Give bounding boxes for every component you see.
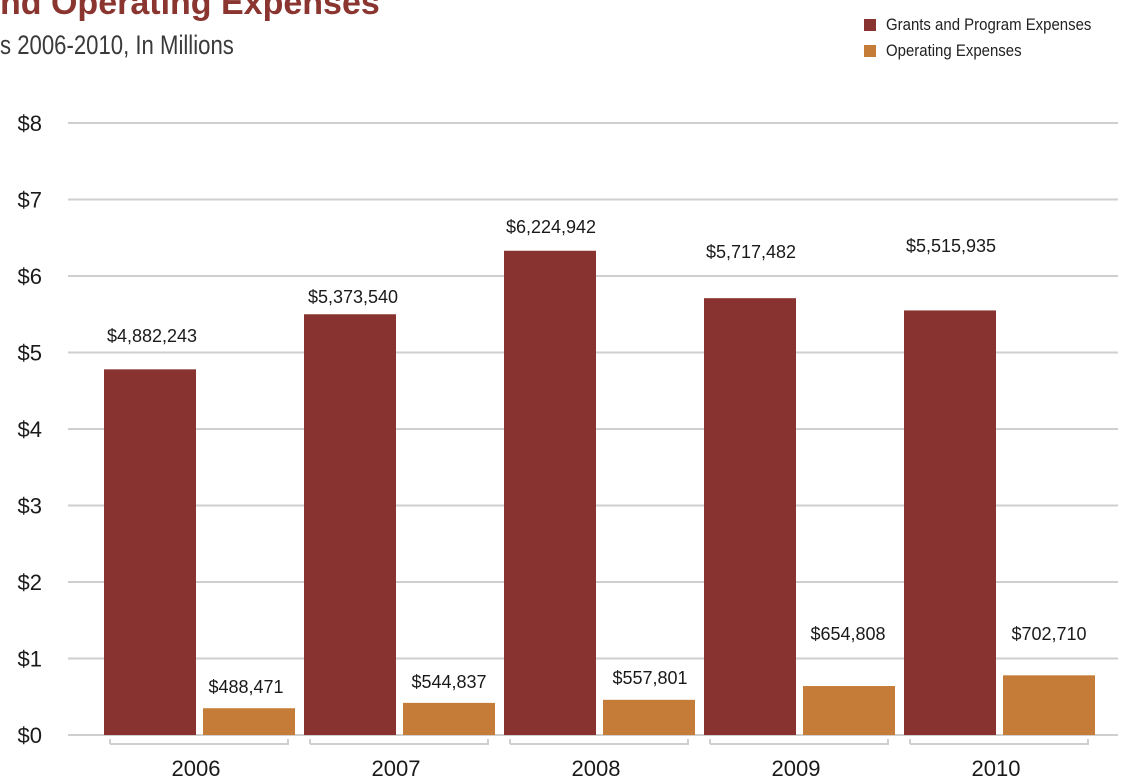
x-axis-bracket [109,739,289,745]
data-label-operating: $702,710 [1011,624,1086,644]
y-tick-label: $0 [18,723,42,748]
x-axis-bracket [309,739,489,745]
bar-operating [603,699,695,735]
data-label-grants: $5,515,935 [906,236,996,256]
data-label-operating: $488,471 [208,677,283,697]
data-label-grants: $6,224,942 [506,217,596,237]
bar-grants [304,314,396,735]
bar-grants [904,310,996,735]
legend-swatch-operating [864,45,876,57]
data-label-grants: $4,882,243 [107,326,197,346]
legend-item-operating: Operating Expenses [864,38,1119,64]
y-tick-label: $6 [18,264,42,289]
bar-grants [104,369,196,735]
chart-title: nd Operating Expenses [0,0,380,22]
legend-item-grants: Grants and Program Expenses [864,12,1119,38]
y-tick-label: $8 [18,111,42,136]
data-label-operating: $654,808 [810,624,885,644]
y-tick-label: $1 [18,647,42,672]
x-axis: 2006 2007 2008 2009 2010 [109,739,1089,778]
bar-operating [403,702,495,735]
x-tick-label: 2009 [772,756,821,778]
y-tick-label: $3 [18,494,42,519]
y-tick-label: $7 [18,188,42,213]
legend-label-operating: Operating Expenses [886,41,1022,60]
bar-grants [704,298,796,735]
legend: Grants and Program Expenses Operating Ex… [864,12,1119,64]
data-label-operating: $557,801 [612,668,687,688]
bars [104,250,1095,735]
bar-grants [504,250,596,735]
x-axis-bracket [509,739,689,745]
y-tick-label: $2 [18,570,42,595]
chart-subtitle: s 2006-2010, In Millions [0,30,234,60]
x-tick-label: 2006 [172,756,221,778]
x-tick-label: 2008 [572,756,621,778]
y-tick-label: $4 [18,417,42,442]
x-axis-bracket [909,739,1089,745]
data-labels: $4,882,243 $488,471 $5,373,540 $544,837 $6,2… [107,217,1087,697]
legend-label-grants: Grants and Program Expenses [886,15,1092,34]
y-axis-ticks: $0 $1 $2 $3 $4 $5 $6 $7 $8 [18,111,42,748]
bar-operating [803,686,895,735]
x-axis-bracket [709,739,889,745]
y-tick-label: $5 [18,341,42,366]
x-tick-label: 2010 [972,756,1021,778]
bar-operating [1003,675,1095,735]
x-tick-label: 2007 [372,756,421,778]
data-label-grants: $5,373,540 [308,287,398,307]
data-label-grants: $5,717,482 [706,242,796,262]
bar-operating [203,708,295,735]
legend-swatch-grants [864,19,876,31]
data-label-operating: $544,837 [411,672,486,692]
